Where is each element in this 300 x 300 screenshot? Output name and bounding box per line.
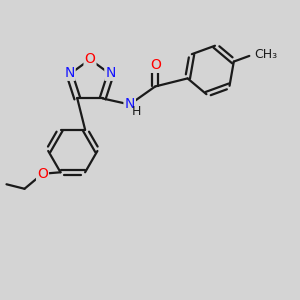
Text: O: O (150, 58, 160, 72)
Text: N: N (64, 66, 75, 80)
Text: O: O (37, 167, 48, 181)
Text: N: N (105, 66, 116, 80)
Text: H: H (132, 105, 141, 118)
Text: O: O (85, 52, 95, 66)
Text: CH₃: CH₃ (255, 48, 278, 61)
Text: N: N (124, 98, 135, 112)
